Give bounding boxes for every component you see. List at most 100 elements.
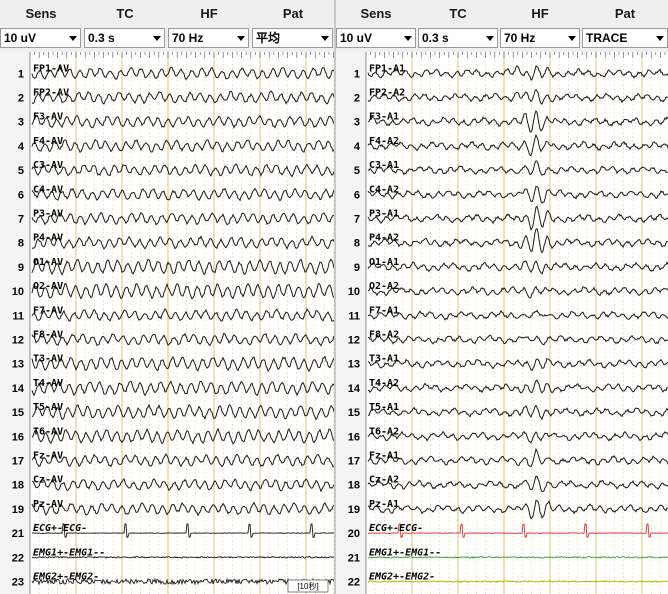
channel-number: 11	[12, 310, 24, 322]
channel-number: 5	[354, 165, 360, 177]
channel-label: O1-A1	[369, 257, 399, 268]
channel-label: O1-AV	[33, 257, 63, 268]
waveform-trace	[31, 501, 334, 517]
chevron-down-icon	[404, 36, 412, 41]
channel-number: 12	[12, 335, 24, 347]
channel-number: 13	[12, 359, 24, 371]
waveform-trace	[367, 357, 668, 372]
duration-text: [10秒]	[297, 581, 318, 591]
channel-number: 23	[12, 577, 24, 589]
channel-number: 19	[348, 504, 360, 516]
channel-number: 15	[12, 407, 24, 419]
channel-number: 6	[18, 189, 24, 201]
pat-value: 平均	[256, 31, 281, 45]
waveform-trace	[367, 404, 668, 421]
waveform-trace	[367, 580, 668, 583]
channel-label: T3-A1	[369, 354, 399, 365]
settings-row: 10 uV 0.3 s 70 Hz TRACE	[336, 28, 668, 50]
header-hf: HF	[531, 6, 549, 21]
sens-select[interactable]: 10 uV	[0, 28, 81, 48]
waveform-trace	[31, 403, 334, 421]
waveform-trace	[31, 355, 334, 373]
panel-divider[interactable]	[334, 0, 336, 594]
pat-select[interactable]: TRACE	[582, 28, 668, 48]
channel-label: EMG2+-EMG2-	[369, 572, 435, 583]
tc-select[interactable]: 0.3 s	[84, 28, 165, 48]
eeg-trace-area-right[interactable]: 1 FP1-A1 2 FP2-A2 3 F3-A1 4 F4-A2 5 C3-A1 6 C4-A2 7 P…	[336, 52, 668, 594]
waveform-trace	[367, 260, 668, 275]
sens-value: 10 uV	[4, 31, 37, 45]
channel-number: 6	[354, 189, 360, 201]
eeg-trace-canvas-left[interactable]: 1 FP1-AV2 FP2-AV3 F3-AV4 F4-AV5 C3-AV6 C4-AV7 P…	[0, 52, 334, 594]
chevron-down-icon	[656, 36, 664, 41]
channel-label: FP1-AV	[33, 63, 69, 74]
waveform-trace	[367, 499, 668, 520]
waveform-trace	[367, 133, 668, 157]
channel-number: 22	[12, 552, 24, 564]
channel-label: Pz-A1	[369, 499, 399, 510]
sens-value: 10 uV	[340, 31, 373, 45]
header-pat: Pat	[614, 6, 636, 21]
header-sens: Sens	[360, 6, 392, 21]
channel-number: 18	[12, 480, 24, 492]
channel-number: 19	[12, 504, 24, 516]
header-sens: Sens	[25, 6, 57, 21]
channel-number: 2	[354, 93, 360, 105]
tc-value: 0.3 s	[422, 31, 449, 45]
channel-label: F7-A1	[369, 305, 399, 316]
eeg-trace-canvas-right[interactable]: 1 FP1-A12 FP2-A23 F3-A14 F4-A25 C3-A16 C4-A27 P…	[336, 52, 668, 594]
column-header-row: Sens TC HF Pat	[0, 0, 334, 28]
channel-label: C4-AV	[33, 184, 63, 195]
channel-label: Fz-A1	[369, 451, 399, 462]
channel-number: 18	[348, 480, 360, 492]
channel-label: FP2-A2	[369, 88, 405, 99]
hf-select[interactable]: 70 Hz	[168, 28, 249, 48]
channel-label: F3-A1	[369, 112, 399, 123]
waveform-trace	[367, 65, 668, 81]
channel-label: ECG+-ECG-	[369, 523, 423, 534]
channel-number: 20	[348, 528, 360, 540]
channel-label: T5-A1	[369, 402, 399, 413]
channel-number: 8	[18, 238, 24, 250]
channel-label: FP1-A1	[369, 63, 405, 74]
channel-number: 2	[18, 93, 24, 105]
channel-label: Cz-AV	[33, 475, 63, 486]
channel-number: 9	[18, 262, 24, 274]
sens-select[interactable]: 10 uV	[336, 28, 416, 48]
hf-select[interactable]: 70 Hz	[500, 28, 580, 48]
waveform-trace	[31, 90, 334, 105]
waveform-trace	[31, 453, 334, 468]
chevron-down-icon	[568, 36, 576, 41]
waveform-trace	[367, 475, 668, 493]
channel-label: T6-A2	[369, 426, 399, 437]
channel-label: F8-A2	[369, 330, 399, 341]
channel-label: T3-AV	[33, 354, 63, 365]
waveform-trace	[31, 282, 334, 300]
hf-value: 70 Hz	[504, 31, 536, 45]
channel-label: EMG2+-EMG2-	[33, 572, 99, 583]
eeg-trace-area-left[interactable]: 1 FP1-AV 2 FP2-AV 3 F3-AV 4 F4-AV 5 C3-AV 6 C4-AV 7 P…	[0, 52, 334, 594]
channel-label: T4-AV	[33, 378, 63, 389]
waveform-trace	[31, 427, 334, 445]
channel-number: 16	[12, 431, 24, 443]
waveform-trace	[31, 66, 334, 81]
channel-number: 21	[348, 552, 360, 564]
header-tc: TC	[449, 6, 467, 21]
channel-number: 4	[354, 141, 361, 153]
waveform-trace	[367, 205, 668, 231]
tc-select[interactable]: 0.3 s	[418, 28, 498, 48]
channel-number: 9	[354, 262, 360, 274]
channel-label: ECG+-ECG-	[33, 523, 87, 534]
chevron-down-icon	[321, 36, 329, 41]
channel-label: F4-AV	[33, 136, 63, 147]
eeg-panel-right: Sens TC HF Pat 10 uV 0.3 s 70 Hz TRACE 1…	[336, 0, 668, 594]
pat-select[interactable]: 平均	[252, 28, 333, 48]
column-header-row: Sens TC HF Pat	[336, 0, 668, 28]
channel-number: 11	[348, 310, 360, 322]
waveform-trace	[31, 555, 334, 559]
channel-label: F3-AV	[33, 112, 63, 123]
channel-number: 7	[354, 214, 360, 226]
channel-label: O2-A2	[369, 281, 399, 292]
header-pat: Pat	[282, 6, 304, 21]
channel-label: C4-A2	[369, 184, 399, 195]
